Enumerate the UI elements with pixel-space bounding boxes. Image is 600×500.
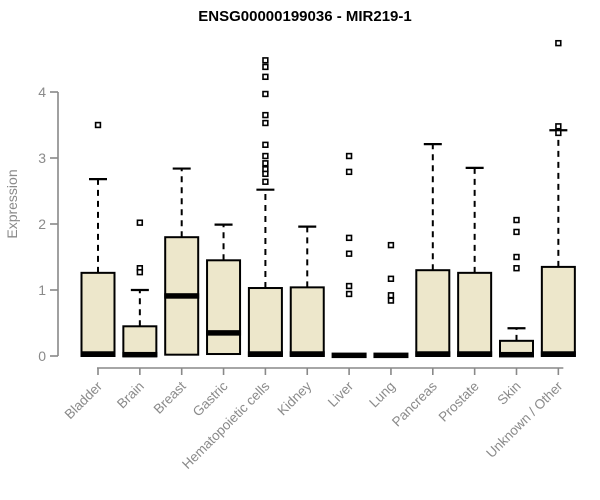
median-line xyxy=(331,352,367,359)
box-group-bladder xyxy=(80,121,116,357)
box-rect xyxy=(122,325,158,357)
outlier-point xyxy=(555,39,562,47)
outlier-point xyxy=(345,250,353,257)
outlier-point xyxy=(345,290,353,298)
median-line xyxy=(164,293,200,299)
median-line xyxy=(373,352,409,359)
outlier-point xyxy=(262,152,269,160)
outlier-point xyxy=(555,129,562,137)
outlier-point xyxy=(513,253,520,261)
x-tick-label: Liver xyxy=(325,378,357,410)
x-tick-label: Unknown / Other xyxy=(483,378,566,461)
box-rect xyxy=(415,269,451,358)
outlier-point xyxy=(262,73,269,81)
box-group-gastric xyxy=(206,223,242,356)
box-group-brain xyxy=(122,219,158,358)
y-axis: 0 1 2 3 4 xyxy=(38,84,59,364)
median-line xyxy=(457,351,493,357)
y-tick-label: 4 xyxy=(38,84,46,100)
outlier-point xyxy=(513,265,520,272)
outlier-point xyxy=(262,170,269,178)
box-group-breast xyxy=(164,167,200,356)
box-group-kidney xyxy=(289,225,325,357)
median-line xyxy=(206,330,242,336)
outlier-point xyxy=(262,90,269,98)
median-line xyxy=(122,351,158,358)
x-tick-label: Prostate xyxy=(436,379,482,425)
outlier-point xyxy=(387,297,395,304)
box-rect xyxy=(540,265,576,357)
outlier-point xyxy=(136,268,144,276)
x-tick-label: Gastric xyxy=(190,378,231,419)
outlier-point xyxy=(262,63,269,71)
outlier-point xyxy=(262,111,269,119)
box-rect xyxy=(457,271,493,357)
outlier-point xyxy=(555,123,562,130)
x-tick-label: Pancreas xyxy=(389,378,440,429)
y-tick-label: 0 xyxy=(38,348,46,364)
outlier-point xyxy=(345,168,353,176)
outlier-point xyxy=(262,119,269,127)
outlier-point xyxy=(513,228,520,236)
outlier-point xyxy=(513,216,520,224)
outlier-point xyxy=(345,152,353,160)
median-line xyxy=(289,351,325,357)
x-tick-label: Bladder xyxy=(62,378,106,422)
box-group-lung xyxy=(373,241,409,359)
box-group-pancreas xyxy=(415,143,451,358)
median-line xyxy=(247,351,283,357)
outlier-point xyxy=(345,234,353,242)
median-line xyxy=(540,351,576,357)
outlier-point xyxy=(262,178,269,185)
box-group-skin xyxy=(499,216,534,358)
chart-title: ENSG00000199036 - MIR219-1 xyxy=(198,8,412,25)
box-rect xyxy=(80,271,116,357)
x-tick-label: Brain xyxy=(114,379,147,412)
outlier-point xyxy=(136,219,144,226)
median-line xyxy=(415,351,451,357)
outlier-point xyxy=(387,292,395,299)
median-line xyxy=(499,351,534,358)
outlier-point xyxy=(387,275,395,282)
outlier-point xyxy=(94,121,102,129)
box-rect xyxy=(247,287,283,357)
y-tick-label: 3 xyxy=(38,150,46,166)
y-tick-label: 2 xyxy=(38,216,46,232)
median-line xyxy=(80,351,116,357)
y-tick-label: 1 xyxy=(38,282,46,298)
box-rect xyxy=(206,259,242,356)
outlier-point xyxy=(345,282,353,290)
outlier-point xyxy=(387,241,395,249)
box-group-unknown-other xyxy=(540,39,576,357)
x-tick-label: Kidney xyxy=(275,378,315,418)
box-rect xyxy=(289,286,325,357)
outlier-point xyxy=(262,160,269,167)
outlier-point xyxy=(262,57,269,64)
x-tick-label: Lung xyxy=(366,379,398,411)
box-group-hematopoietic-cells xyxy=(247,57,283,357)
outlier-point xyxy=(262,141,269,148)
box-group-liver xyxy=(331,152,367,359)
x-tick-label: Breast xyxy=(151,378,189,416)
x-tick-label: Skin xyxy=(494,379,523,408)
box-group-prostate xyxy=(457,166,493,357)
